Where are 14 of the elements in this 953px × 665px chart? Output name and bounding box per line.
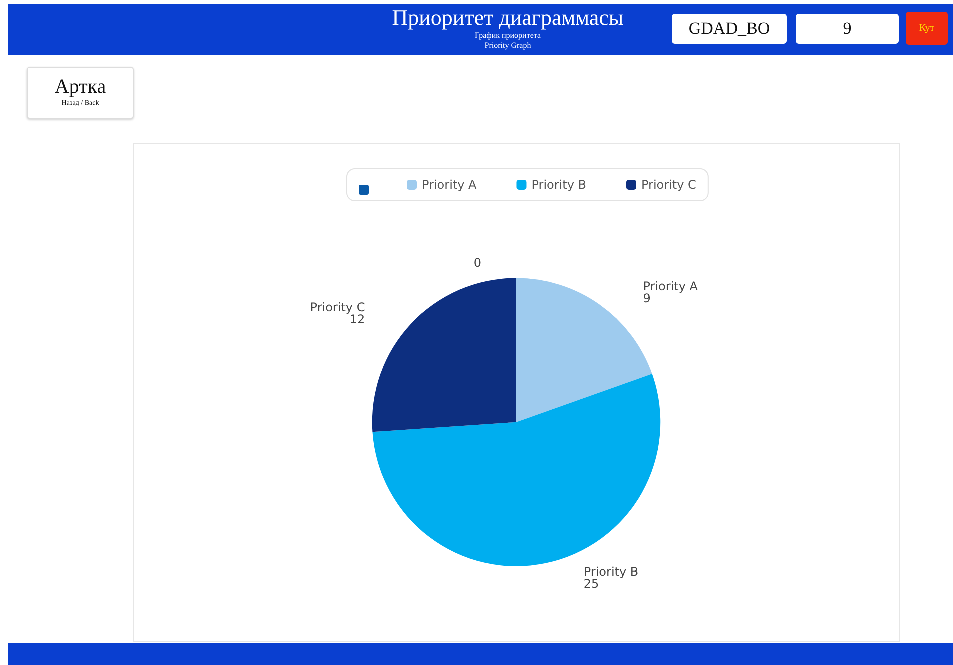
chart-subtitle: График приоритета Priority Graph — [474, 31, 542, 51]
text-field[interactable]: GDAD_BO — [672, 14, 787, 44]
legend-label: Priority A — [422, 178, 478, 192]
slice-label: Priority A — [643, 279, 699, 294]
slice-label: Priority C — [310, 300, 366, 315]
number-field[interactable]: 9 — [796, 14, 899, 44]
chart-title: Приоритет диаграммасы — [391, 5, 625, 30]
data-label: 25 — [584, 577, 600, 592]
legend-label: Priority C — [641, 178, 696, 192]
legend-label: Priority B — [532, 178, 586, 192]
text: 0 — [474, 256, 482, 270]
slice-label: Priority B — [584, 565, 639, 580]
data-label: 9 — [643, 291, 651, 306]
data-label: 12 — [350, 312, 366, 327]
